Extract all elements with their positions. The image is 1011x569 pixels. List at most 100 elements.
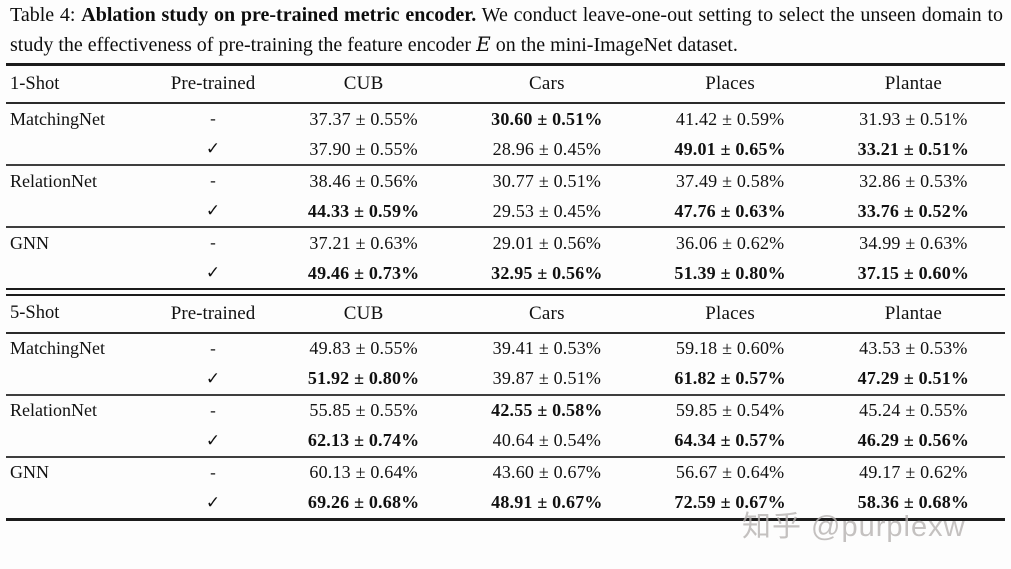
value-cub: 37.37 ± 0.55% xyxy=(309,108,418,129)
table-section: 1-Shot Pre-trained CUB Cars Places Plant… xyxy=(6,66,1005,288)
pretrained-flag: - xyxy=(210,400,216,420)
column-header-cars: Cars xyxy=(529,302,565,324)
value-cars: 39.41 ± 0.53% xyxy=(492,338,602,358)
value-cars: 32.95 ± 0.56% xyxy=(491,262,603,283)
method-group: RelationNet - 55.85 ± 0.55% 42.55 ± 0.58… xyxy=(6,393,1005,456)
method-name: GNN xyxy=(10,232,49,253)
table-row: MatchingNet - 49.83 ± 0.55% 39.41 ± 0.53… xyxy=(6,334,1005,364)
method-group: GNN - 37.21 ± 0.63% 29.01 ± 0.56% 36.06 … xyxy=(6,226,1005,288)
table-row: ✓ 51.92 ± 0.80% 39.87 ± 0.51% 61.82 ± 0.… xyxy=(6,364,1005,394)
caption-label: Table 4: xyxy=(10,4,76,26)
value-cub: 49.46 ± 0.73% xyxy=(307,262,420,283)
column-header-pretrained: Pre-trained xyxy=(170,302,256,324)
value-cars: 29.53 ± 0.45% xyxy=(492,200,602,221)
value-places: 72.59 ± 0.67% xyxy=(674,492,786,512)
value-cub: 44.33 ± 0.59% xyxy=(307,200,420,221)
value-places: 41.42 ± 0.59% xyxy=(675,108,785,129)
value-plantae: 37.15 ± 0.60% xyxy=(857,262,970,283)
value-plantae: 33.76 ± 0.52% xyxy=(857,200,970,221)
table-row: ✓ 69.26 ± 0.68% 48.91 ± 0.67% 72.59 ± 0.… xyxy=(6,488,1005,518)
value-cars: 30.60 ± 0.51% xyxy=(491,108,603,129)
table-row: RelationNet - 38.46 ± 0.56% 30.77 ± 0.51… xyxy=(6,166,1005,196)
value-plantae: 45.24 ± 0.55% xyxy=(859,400,968,420)
value-places: 51.39 ± 0.80% xyxy=(674,262,786,283)
value-plantae: 32.86 ± 0.53% xyxy=(859,170,968,191)
caption-encoder-symbol: E xyxy=(476,31,491,56)
pretrained-flag: - xyxy=(210,171,216,190)
section-label: 1-Shot xyxy=(10,73,60,94)
section-header-row: 1-Shot Pre-trained CUB Cars Places Plant… xyxy=(6,66,1005,104)
method-name: GNN xyxy=(10,462,49,482)
value-plantae: 46.29 ± 0.56% xyxy=(857,430,970,450)
value-plantae: 43.53 ± 0.53% xyxy=(859,338,968,358)
value-plantae: 49.17 ± 0.62% xyxy=(859,462,968,482)
table-row: MatchingNet - 37.37 ± 0.55% 30.60 ± 0.51… xyxy=(6,104,1005,134)
value-cars: 30.77 ± 0.51% xyxy=(492,170,602,191)
column-header-plantae: Plantae xyxy=(884,73,943,94)
value-cub: 55.85 ± 0.55% xyxy=(309,400,418,420)
value-cub: 37.21 ± 0.63% xyxy=(309,232,418,253)
value-plantae: 33.21 ± 0.51% xyxy=(857,138,970,159)
value-cars: 43.60 ± 0.67% xyxy=(492,462,602,482)
value-cars: 40.64 ± 0.54% xyxy=(492,430,602,450)
column-header-cars: Cars xyxy=(529,73,565,94)
table-row: ✓ 44.33 ± 0.59% 29.53 ± 0.45% 47.76 ± 0.… xyxy=(6,196,1005,226)
value-cars: 29.01 ± 0.56% xyxy=(492,232,602,253)
method-name: RelationNet xyxy=(10,170,97,191)
value-plantae: 47.29 ± 0.51% xyxy=(857,368,970,388)
pretrained-flag: - xyxy=(210,109,216,128)
value-places: 59.85 ± 0.54% xyxy=(675,400,785,420)
section-groups: MatchingNet - 37.37 ± 0.55% 30.60 ± 0.51… xyxy=(6,104,1005,288)
method-name: RelationNet xyxy=(10,400,97,420)
ablation-table: 1-Shot Pre-trained CUB Cars Places Plant… xyxy=(6,63,1005,521)
table-row: RelationNet - 55.85 ± 0.55% 42.55 ± 0.58… xyxy=(6,396,1005,426)
table-section: 5-Shot Pre-trained CUB Cars Places Plant… xyxy=(6,288,1005,518)
value-plantae: 34.99 ± 0.63% xyxy=(859,232,968,253)
value-cub: 69.26 ± 0.68% xyxy=(307,492,420,512)
pretrained-flag: - xyxy=(210,462,216,482)
method-name: MatchingNet xyxy=(10,108,105,129)
table-row: ✓ 62.13 ± 0.74% 40.64 ± 0.54% 64.34 ± 0.… xyxy=(6,426,1005,456)
method-group: RelationNet - 38.46 ± 0.56% 30.77 ± 0.51… xyxy=(6,164,1005,226)
value-cub: 49.83 ± 0.55% xyxy=(309,338,418,358)
pretrained-flag: ✓ xyxy=(205,263,221,282)
method-group: GNN - 60.13 ± 0.64% 43.60 ± 0.67% 56.67 … xyxy=(6,455,1005,518)
method-name: MatchingNet xyxy=(10,338,105,358)
column-header-pretrained: Pre-trained xyxy=(170,73,256,94)
column-header-places: Places xyxy=(705,73,755,94)
value-places: 59.18 ± 0.60% xyxy=(675,338,785,358)
value-cub: 51.92 ± 0.80% xyxy=(307,368,420,388)
caption-title: Ablation study on pre-trained metric enc… xyxy=(81,4,477,26)
column-header-places: Places xyxy=(705,302,755,324)
pretrained-flag: - xyxy=(210,338,216,358)
value-cub: 38.46 ± 0.56% xyxy=(309,170,418,191)
table-row: ✓ 49.46 ± 0.73% 32.95 ± 0.56% 51.39 ± 0.… xyxy=(6,258,1005,288)
pretrained-flag: ✓ xyxy=(205,430,221,450)
column-header-cub: CUB xyxy=(343,73,384,94)
value-cub: 62.13 ± 0.74% xyxy=(307,430,420,450)
column-header-plantae: Plantae xyxy=(884,302,943,324)
value-cars: 48.91 ± 0.67% xyxy=(491,492,603,512)
method-group: MatchingNet - 37.37 ± 0.55% 30.60 ± 0.51… xyxy=(6,104,1005,164)
value-places: 56.67 ± 0.64% xyxy=(675,462,785,482)
value-cars: 42.55 ± 0.58% xyxy=(491,400,603,420)
table-row: GNN - 60.13 ± 0.64% 43.60 ± 0.67% 56.67 … xyxy=(6,458,1005,488)
pretrained-flag: - xyxy=(210,233,216,252)
value-places: 64.34 ± 0.57% xyxy=(674,430,786,450)
pretrained-flag: ✓ xyxy=(205,368,221,388)
value-cub: 60.13 ± 0.64% xyxy=(309,462,418,482)
method-group: MatchingNet - 49.83 ± 0.55% 39.41 ± 0.53… xyxy=(6,334,1005,394)
pretrained-flag: ✓ xyxy=(205,139,221,158)
pretrained-flag: ✓ xyxy=(205,492,221,512)
table-row: ✓ 37.90 ± 0.55% 28.96 ± 0.45% 49.01 ± 0.… xyxy=(6,134,1005,164)
column-header-cub: CUB xyxy=(343,302,384,324)
value-cars: 39.87 ± 0.51% xyxy=(492,368,602,388)
pretrained-flag: ✓ xyxy=(205,201,221,220)
value-cub: 37.90 ± 0.55% xyxy=(309,138,418,159)
value-plantae: 58.36 ± 0.68% xyxy=(857,492,970,512)
section-groups: MatchingNet - 49.83 ± 0.55% 39.41 ± 0.53… xyxy=(6,334,1005,518)
value-places: 61.82 ± 0.57% xyxy=(674,368,786,388)
section-header-row: 5-Shot Pre-trained CUB Cars Places Plant… xyxy=(6,293,1005,334)
table-row: GNN - 37.21 ± 0.63% 29.01 ± 0.56% 36.06 … xyxy=(6,228,1005,258)
value-places: 37.49 ± 0.58% xyxy=(675,170,785,191)
